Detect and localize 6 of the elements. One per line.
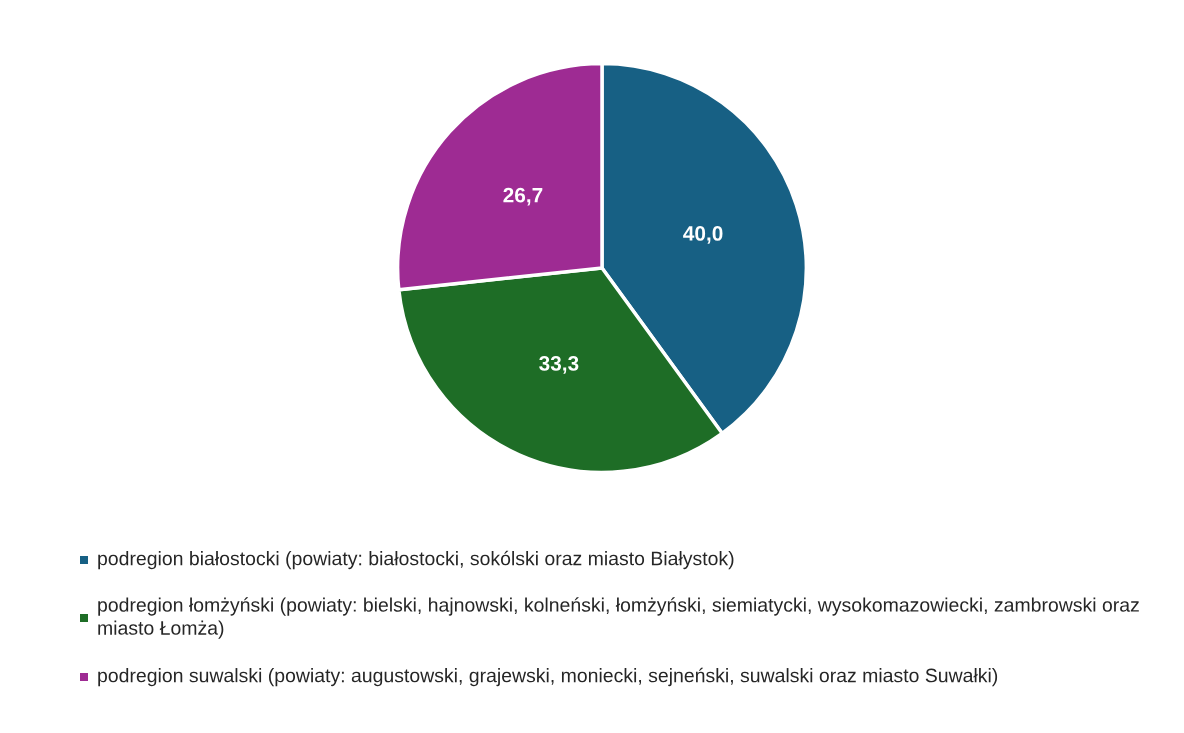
legend-label: podregion białostocki (powiaty: białostocki, sokólski oraz miasto Białystok): [98, 550, 734, 570]
legend-label: podregion suwalski (powiaty: augustowski, grajewski, moniecki, sejneński, suwalski oraz miasto Suwałki): [98, 667, 998, 687]
legend-label: podregion łomżyński (powiaty: bielski, hajnowski, kolneński, łomżyński, siemiatycki, wysokomazowiecki, zambrowski oraz miasto Łomża): [98, 597, 1139, 639]
data-label: 40,0: [683, 226, 723, 244]
data-label: 33,3: [539, 355, 579, 374]
data-label: 26,7: [503, 187, 543, 206]
